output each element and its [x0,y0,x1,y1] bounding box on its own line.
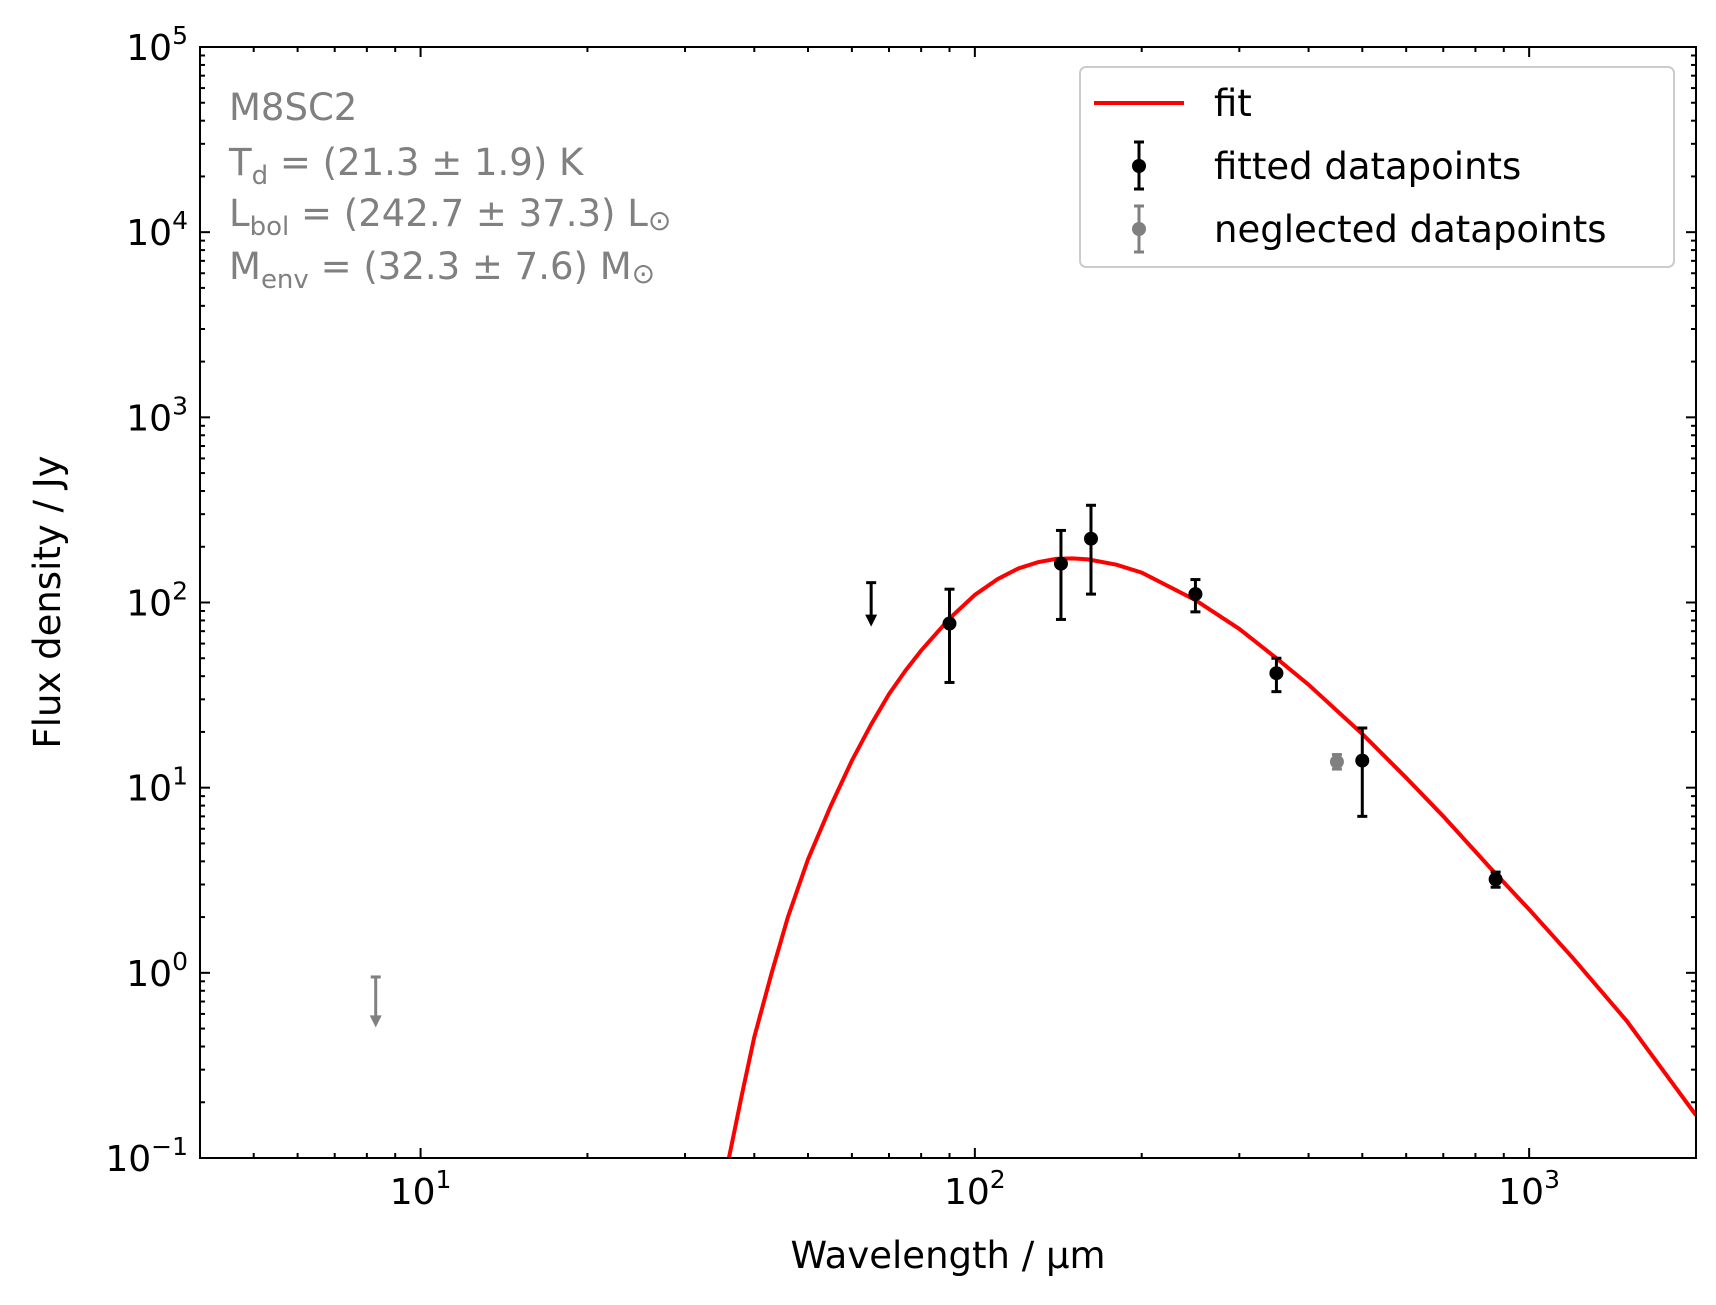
legend-neglected-swatch [1132,204,1146,254]
datapoints-layer [369,503,1503,1028]
x-tick-label: 101 [390,1165,452,1213]
legend: fit fitted datapoints neglected datapoin… [1079,66,1675,268]
y-tick-label: 101 [126,762,188,810]
x-tick-label: 103 [1498,1165,1560,1213]
fitted-datapoint [1269,656,1284,694]
source-name: M8SC2 [229,86,357,129]
fit-annotation: M8SC2 Td = (21.3 ± 1.9) K Lbol = (242.7 … [228,86,671,295]
fitted-datapoint [1488,870,1503,889]
fitted-datapoint [1188,578,1203,614]
fitted-datapoint [1355,726,1370,818]
legend-fit-label: fit [1214,82,1252,125]
y-tick-label: 10−1 [105,1132,188,1180]
fitted-datapoint [942,587,957,684]
legend-fitted-swatch [1132,140,1146,191]
dust-temperature: Td = (21.3 ± 1.9) K [228,141,585,191]
x-tick-label: 102 [944,1165,1006,1213]
fitted-upper-limit [865,581,878,627]
neglected-datapoint [1329,753,1344,771]
legend-neglected-label: neglected datapoints [1214,208,1607,251]
y-tick-label: 103 [126,391,188,439]
fit-curve [726,556,1696,1158]
fitted-datapoint [1053,528,1068,621]
tick-labels: 101 102 103 10−1 100 101 102 103 104 105 [105,21,1560,1213]
fitted-datapoint [1083,503,1098,596]
y-tick-label: 105 [126,21,188,69]
y-tick-label: 104 [126,206,188,254]
envelope-mass: Menv = (32.3 ± 7.6) M⊙ [229,245,655,295]
x-axis-label: Wavelength / μm [790,1234,1105,1277]
y-tick-label: 102 [126,577,188,625]
plot-frame [199,46,1697,1159]
y-tick-label: 100 [126,947,188,995]
y-axis-label: Flux density / Jy [26,455,69,748]
legend-fitted-label: fitted datapoints [1214,145,1521,188]
bolometric-luminosity: Lbol = (242.7 ± 37.3) L⊙ [229,192,671,242]
neglected-upper-limit [369,975,382,1028]
legend-box [1079,66,1675,268]
